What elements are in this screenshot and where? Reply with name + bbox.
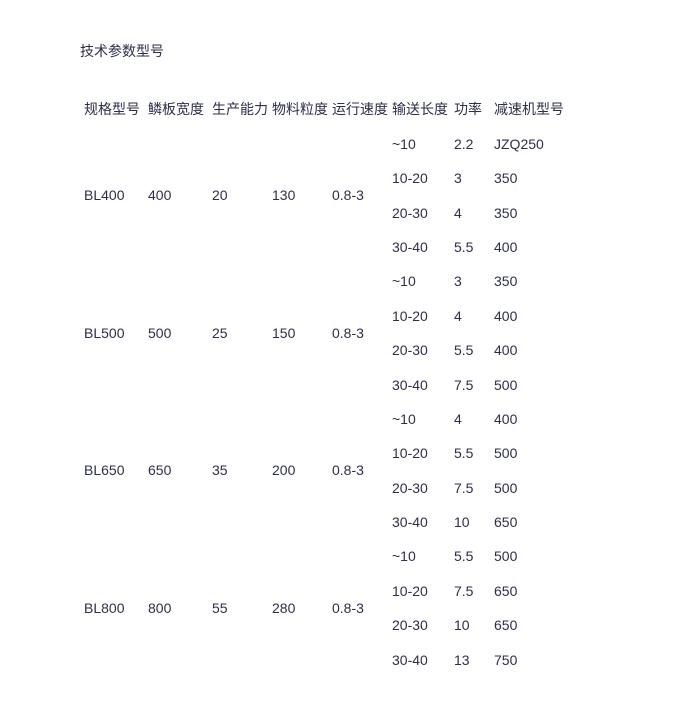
cell-particle: 150 [268, 264, 328, 402]
col-length: 输送长度 [388, 92, 450, 126]
cell-power: 10 [450, 505, 490, 539]
cell-length: ~10 [388, 402, 450, 436]
cell-model: BL650 [80, 402, 144, 540]
cell-length: ~10 [388, 264, 450, 298]
cell-width: 800 [144, 539, 208, 677]
col-particle: 物料粒度 [268, 92, 328, 126]
cell-length: 20-30 [388, 471, 450, 505]
cell-length: ~10 [388, 127, 450, 161]
cell-length: 10-20 [388, 161, 450, 195]
cell-length: 20-30 [388, 196, 450, 230]
cell-model: BL800 [80, 539, 144, 677]
cell-capacity: 20 [208, 127, 268, 265]
cell-length: 20-30 [388, 608, 450, 642]
cell-power: 4 [450, 196, 490, 230]
cell-reducer: JZQ250 [490, 127, 595, 161]
cell-reducer: 350 [490, 161, 595, 195]
cell-power: 5.5 [450, 539, 490, 573]
cell-power: 3 [450, 161, 490, 195]
page-title: 技术参数型号 [80, 40, 595, 62]
cell-particle: 130 [268, 127, 328, 265]
cell-reducer: 400 [490, 230, 595, 264]
cell-reducer: 500 [490, 436, 595, 470]
cell-power: 5.5 [450, 230, 490, 264]
col-width: 鳞板宽度 [144, 92, 208, 126]
col-capacity: 生产能力 [208, 92, 268, 126]
cell-model: BL500 [80, 264, 144, 402]
cell-length: ~10 [388, 539, 450, 573]
col-model: 规格型号 [80, 92, 144, 126]
cell-reducer: 400 [490, 402, 595, 436]
cell-capacity: 25 [208, 264, 268, 402]
cell-speed: 0.8-3 [328, 127, 388, 265]
cell-length: 30-40 [388, 505, 450, 539]
cell-reducer: 500 [490, 539, 595, 573]
cell-speed: 0.8-3 [328, 402, 388, 540]
col-speed: 运行速度 [328, 92, 388, 126]
cell-power: 7.5 [450, 574, 490, 608]
cell-particle: 280 [268, 539, 328, 677]
cell-power: 10 [450, 608, 490, 642]
cell-power: 3 [450, 264, 490, 298]
cell-power: 4 [450, 299, 490, 333]
cell-length: 10-20 [388, 299, 450, 333]
table-row: BL400400201300.8-3~102.2JZQ250 [80, 127, 595, 161]
cell-reducer: 750 [490, 643, 595, 677]
cell-length: 30-40 [388, 643, 450, 677]
col-power: 功率 [450, 92, 490, 126]
table-row: BL500500251500.8-3~103350 [80, 264, 595, 298]
cell-model: BL400 [80, 127, 144, 265]
cell-width: 500 [144, 264, 208, 402]
spec-table: 规格型号 鳞板宽度 生产能力 物料粒度 运行速度 输送长度 功率 减速机型号 B… [80, 92, 595, 677]
cell-length: 10-20 [388, 436, 450, 470]
table-row: BL800800552800.8-3~105.5500 [80, 539, 595, 573]
cell-power: 5.5 [450, 333, 490, 367]
cell-power: 2.2 [450, 127, 490, 161]
cell-reducer: 650 [490, 608, 595, 642]
table-header-row: 规格型号 鳞板宽度 生产能力 物料粒度 运行速度 输送长度 功率 减速机型号 [80, 92, 595, 126]
cell-power: 13 [450, 643, 490, 677]
cell-reducer: 400 [490, 333, 595, 367]
cell-particle: 200 [268, 402, 328, 540]
cell-length: 30-40 [388, 230, 450, 264]
cell-power: 7.5 [450, 368, 490, 402]
cell-reducer: 500 [490, 368, 595, 402]
cell-power: 5.5 [450, 436, 490, 470]
table-row: BL650650352000.8-3~104400 [80, 402, 595, 436]
cell-width: 650 [144, 402, 208, 540]
cell-speed: 0.8-3 [328, 539, 388, 677]
cell-power: 4 [450, 402, 490, 436]
cell-reducer: 350 [490, 196, 595, 230]
cell-reducer: 400 [490, 299, 595, 333]
cell-width: 400 [144, 127, 208, 265]
cell-reducer: 350 [490, 264, 595, 298]
cell-reducer: 650 [490, 574, 595, 608]
cell-length: 20-30 [388, 333, 450, 367]
cell-length: 30-40 [388, 368, 450, 402]
cell-capacity: 55 [208, 539, 268, 677]
cell-power: 7.5 [450, 471, 490, 505]
cell-reducer: 500 [490, 471, 595, 505]
cell-length: 10-20 [388, 574, 450, 608]
cell-reducer: 650 [490, 505, 595, 539]
cell-speed: 0.8-3 [328, 264, 388, 402]
col-reducer: 减速机型号 [490, 92, 595, 126]
cell-capacity: 35 [208, 402, 268, 540]
